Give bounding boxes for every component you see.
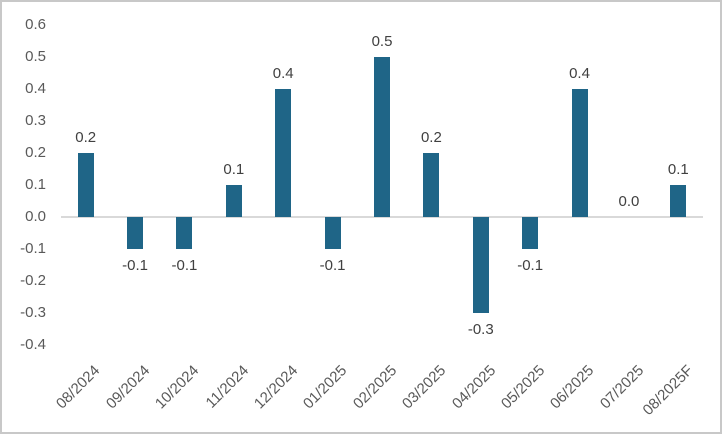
y-axis-tick-label: 0.1 <box>25 176 46 193</box>
bar <box>127 217 144 249</box>
bar <box>324 217 341 249</box>
y-axis-tick-label: 0.5 <box>25 48 46 65</box>
bar <box>571 89 588 217</box>
bar-value-label: -0.3 <box>467 321 494 338</box>
zero-axis-line <box>61 216 703 218</box>
bar-value-label: 0.2 <box>420 129 442 146</box>
x-axis-tick-label: 06/2025 <box>547 362 598 413</box>
y-axis-tick-label: -0.4 <box>20 336 46 353</box>
x-axis-tick-label: 01/2025 <box>300 362 351 413</box>
bar-value-label: 0.1 <box>223 161 245 178</box>
bar-value-label: -0.1 <box>517 257 544 274</box>
bar-value-label: 0.5 <box>371 33 393 50</box>
y-axis-tick-label: 0.2 <box>25 144 46 161</box>
y-axis-tick-label: -0.3 <box>20 304 46 321</box>
x-axis-tick-label: 12/2024 <box>250 362 302 413</box>
x-axis-tick-label: 10/2024 <box>152 362 203 413</box>
bar <box>225 185 242 217</box>
bar-value-label: -0.1 <box>122 257 148 274</box>
bar-value-label: 0.4 <box>272 65 294 82</box>
bar <box>176 217 193 249</box>
x-axis-tick-label: 03/2025 <box>399 362 450 413</box>
y-axis-tick-label: 0.3 <box>25 112 46 129</box>
bar <box>423 153 440 217</box>
y-axis-tick-label: 0.4 <box>25 80 46 97</box>
y-axis-tick-label: -0.2 <box>20 272 46 289</box>
x-axis-tick-label: 08/2025F <box>639 362 697 419</box>
bar-value-label: 0.2 <box>75 129 97 146</box>
bar <box>472 217 489 313</box>
bar <box>275 89 292 217</box>
x-axis-tick-label: 09/2024 <box>102 362 154 413</box>
x-axis-tick-label: 08/2024 <box>53 362 104 413</box>
bar <box>374 57 390 217</box>
bar-value-label: -0.1 <box>319 257 346 274</box>
x-axis-tick-label: 05/2025 <box>497 362 549 413</box>
bar-value-label: 0.1 <box>667 161 689 178</box>
y-axis-tick-label: 0.0 <box>25 208 46 225</box>
y-axis-tick-label: 0.6 <box>25 16 46 33</box>
x-axis-tick-label: 02/2025 <box>349 362 401 413</box>
x-axis-tick-label: 11/2024 <box>202 362 252 412</box>
y-axis-tick-label: -0.1 <box>20 240 46 257</box>
bar-value-label: 0.4 <box>569 65 590 82</box>
bar-value-label: 0.0 <box>618 193 640 210</box>
bar <box>77 153 94 217</box>
x-axis-tick-label: 04/2025 <box>448 362 499 413</box>
bar <box>670 185 687 217</box>
bar <box>522 217 539 249</box>
bar-value-label: -0.1 <box>171 257 198 274</box>
